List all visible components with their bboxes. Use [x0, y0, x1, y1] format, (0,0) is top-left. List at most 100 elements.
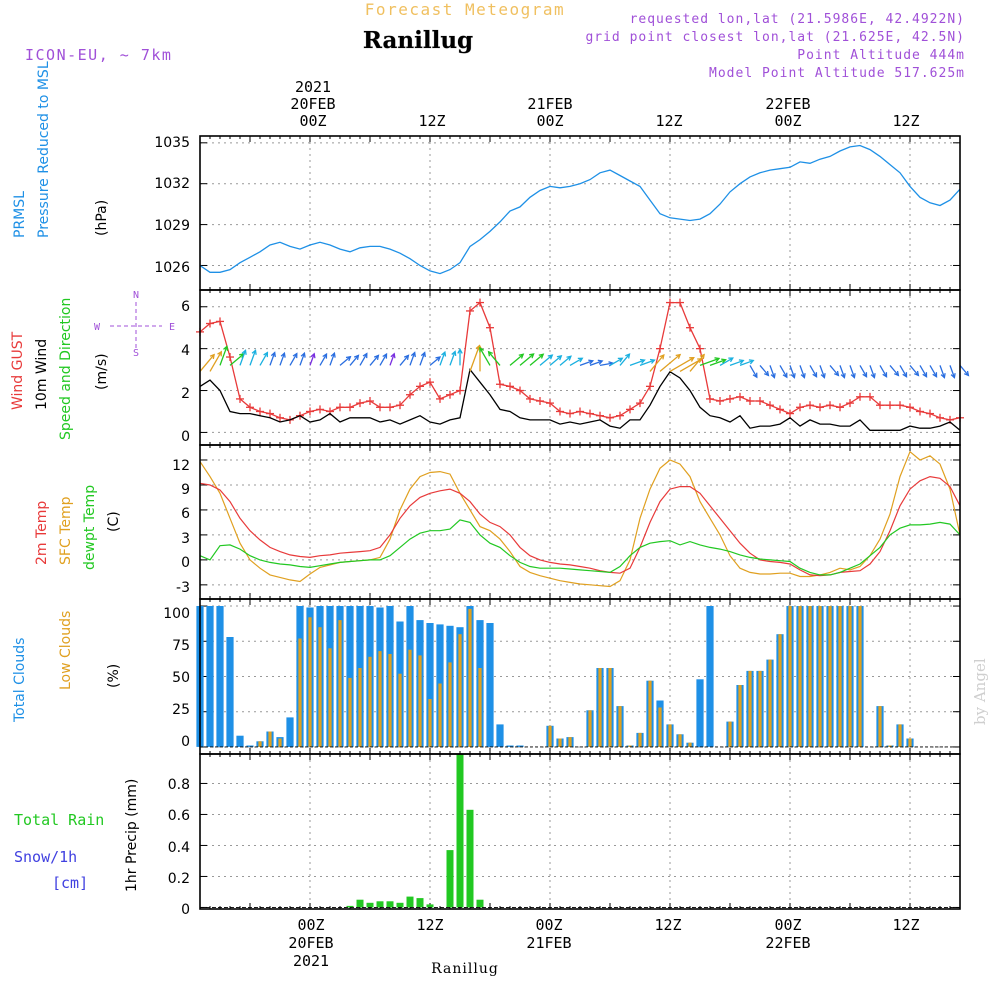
wind-arrow	[488, 351, 501, 366]
wind-arrowhead	[547, 354, 554, 360]
tick-0pct: 0	[181, 734, 190, 750]
wind-arrow	[909, 364, 919, 376]
wind-arrowhead	[566, 355, 572, 361]
wind-arrow	[819, 365, 826, 378]
wind-arrowhead	[932, 372, 938, 378]
low-cloud-bar	[798, 606, 802, 747]
top-year-0: 2021	[295, 78, 331, 96]
wind-arrow	[449, 351, 456, 366]
low-cloud-bar	[278, 738, 282, 747]
wind-arrowhead	[588, 359, 595, 365]
bottom-hour-4: 00Z	[774, 916, 801, 934]
rain-bar	[376, 901, 384, 908]
low-cloud-bar	[818, 606, 822, 747]
low-cloud-bar	[738, 685, 742, 747]
wind-arrow	[229, 353, 245, 366]
wind-arrowhead	[457, 348, 463, 354]
total-cloud-bar	[216, 606, 224, 747]
low-cloud-bar	[348, 677, 352, 747]
wind-arrow	[239, 350, 247, 366]
tick-9c: 9	[181, 482, 190, 498]
wind-arrow	[249, 350, 257, 366]
low-cloud-bar	[368, 656, 372, 747]
wind-arrowhead	[300, 351, 306, 358]
wind-arrowhead	[782, 372, 788, 379]
label-wind-gust: Wind GUST	[10, 331, 26, 410]
label-c: (C)	[106, 511, 122, 532]
total-cloud-bar	[496, 724, 504, 747]
wind-arrow	[599, 362, 613, 367]
wind-speed-line	[199, 368, 961, 431]
label-prmsl: PRMSL	[12, 191, 28, 238]
station-title: Ranillug	[363, 27, 473, 54]
low-cloud-bar	[678, 734, 682, 747]
bottom-time-axis: 00Z 20FEB 2021 12Z 00Z 21FEB 12Z 00Z 22F…	[288, 916, 919, 970]
wind-arrowhead	[752, 372, 758, 379]
wind-arrow	[889, 364, 899, 376]
bottom-year-0: 2021	[293, 952, 329, 970]
wind-arrow	[859, 365, 868, 377]
low-cloud-bar	[648, 680, 652, 747]
total-cloud-bar	[246, 745, 254, 747]
wind-arrowhead	[223, 345, 229, 351]
wind-arrowhead	[310, 352, 316, 359]
wind-arrowhead	[577, 357, 584, 363]
low-cloud-bar	[778, 634, 782, 747]
tick-1026: 1026	[154, 260, 190, 276]
wind-arrow	[849, 365, 856, 378]
top-date-2: 21FEB	[527, 95, 572, 113]
tick-0: 0	[181, 429, 190, 445]
low-cloud-bar	[728, 721, 732, 747]
wind-arrow	[509, 353, 524, 366]
wind-arrow	[659, 354, 681, 372]
low-cloud-bar	[408, 649, 412, 747]
wind-arrowhead	[479, 346, 485, 353]
compass-w: W	[94, 322, 101, 333]
low-cloud-bar	[468, 608, 472, 747]
wind-arrowhead	[270, 351, 276, 358]
wind-arrow	[769, 365, 776, 378]
wind-arrow	[719, 357, 734, 366]
wind-arrow	[699, 357, 720, 367]
wind-arrow	[219, 346, 228, 366]
wind-arrow	[289, 353, 298, 366]
low-cloud-bar	[608, 668, 612, 747]
total-cloud-bar	[486, 623, 494, 747]
tick-p04: 0.4	[168, 840, 190, 856]
sfc-temp-line	[199, 450, 961, 588]
low-cloud-bar	[358, 668, 362, 747]
wind-arrow	[789, 365, 796, 378]
wind-arrow	[579, 360, 594, 367]
low-cloud-bar	[638, 732, 642, 747]
tick-25pct: 25	[172, 702, 190, 718]
tick-12c: 12	[172, 458, 190, 474]
low-cloud-bar	[308, 617, 312, 747]
wind-arrowhead	[833, 370, 840, 377]
precip-ticks: 0 0.2 0.4 0.6 0.8	[168, 777, 190, 918]
total-cloud-bar	[706, 606, 714, 747]
bottom-hour-1: 12Z	[416, 916, 443, 934]
wind-arrowhead	[345, 355, 352, 362]
top-hour-5: 12Z	[892, 112, 919, 130]
wind-arrow	[359, 353, 368, 366]
wind-arrow	[879, 365, 888, 377]
wind-arrow	[339, 356, 351, 366]
wind-arrow	[919, 365, 928, 377]
tick-0c: 0	[181, 555, 190, 571]
rain-bar	[456, 754, 464, 908]
top-hour-3: 12Z	[655, 112, 682, 130]
wind-arrow	[669, 357, 695, 372]
tick-1032: 1032	[154, 176, 190, 192]
label-percent: (%)	[106, 664, 122, 688]
label-total-clouds: Total Clouds	[12, 638, 28, 723]
bottom-date-0: 20FEB	[288, 934, 333, 952]
wind-arrowhead	[263, 351, 269, 358]
bottom-hour-5: 12Z	[892, 916, 919, 934]
top-hour-0: 00Z	[299, 112, 326, 130]
wind-arrowhead	[403, 354, 410, 361]
temp-ticks: -3 0 3 6 9 12	[172, 458, 190, 596]
low-cloud-bar	[828, 606, 832, 747]
wind-arrow	[829, 364, 839, 376]
wind-arrow	[609, 357, 623, 366]
total-cloud-bar	[516, 745, 524, 747]
